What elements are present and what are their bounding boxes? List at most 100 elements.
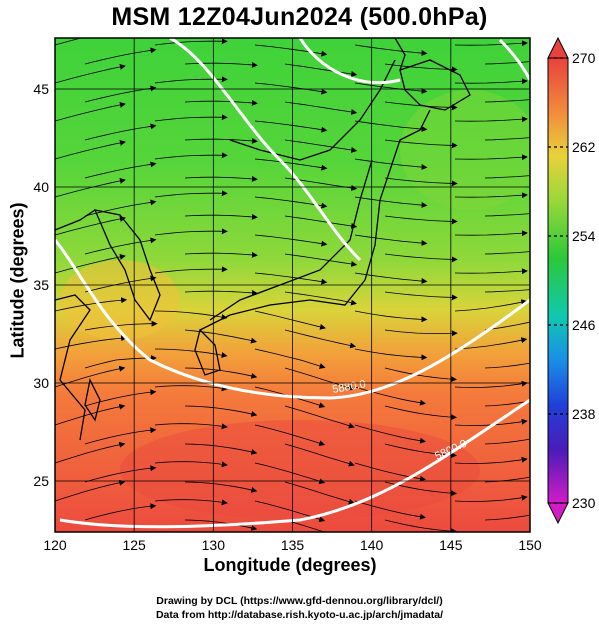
streamline — [354, 348, 428, 361]
streamline — [284, 443, 355, 467]
x-tick-label: 145 — [439, 537, 463, 553]
streamline — [154, 38, 228, 46]
plot-frame — [54, 37, 531, 533]
streamline — [254, 462, 326, 485]
streamline — [55, 63, 126, 84]
colorbar-label: 230 — [572, 495, 596, 511]
streamline — [55, 177, 126, 198]
y-tick-label: 40 — [33, 179, 49, 195]
streamline — [284, 215, 358, 229]
streamline — [154, 152, 228, 160]
streamline — [484, 514, 530, 521]
streamline — [254, 424, 326, 447]
streamline — [184, 443, 258, 455]
streamline — [484, 175, 530, 179]
y-tick-label: 45 — [33, 81, 49, 97]
china-coastline — [55, 209, 96, 441]
streamline — [55, 479, 126, 502]
streamline — [84, 161, 157, 179]
streamline — [55, 297, 128, 312]
streamline — [284, 481, 355, 505]
streamline — [254, 310, 326, 330]
y-axis-label: Latitude (degrees) — [7, 202, 28, 359]
streamline — [354, 82, 428, 95]
streamline — [154, 266, 228, 274]
streamline — [354, 158, 428, 171]
colorbar-label: 262 — [572, 139, 596, 155]
streamline — [55, 38, 83, 46]
y-tick-labels: 25 30 35 40 45 — [33, 81, 49, 489]
colorbar: 270 262 254 246 238 230 — [547, 36, 596, 525]
streamline — [184, 213, 258, 220]
colorbar-max-arrow — [547, 36, 569, 59]
streamline — [154, 190, 228, 198]
contour-5880 — [55, 239, 530, 400]
x-tick-label: 130 — [202, 537, 226, 553]
x-tick-labels: 120 125 130 135 140 145 150 — [43, 537, 542, 553]
streamline — [154, 385, 228, 392]
sakhalin-coastline — [394, 38, 406, 71]
streamline — [484, 137, 530, 141]
streamline — [254, 272, 328, 285]
streamline — [354, 196, 428, 209]
streamline — [484, 438, 530, 445]
streamline — [154, 499, 228, 506]
streamline — [254, 348, 326, 369]
x-axis-label: Longitude (degrees) — [203, 555, 377, 575]
japan-sea-coast — [209, 159, 373, 321]
credit-line-1: Drawing by DCL (https://www.gfd-dennou.o… — [156, 595, 443, 607]
streamline — [284, 519, 326, 532]
streamline — [254, 44, 328, 57]
streamline — [84, 503, 157, 521]
streamline — [454, 494, 528, 502]
streamline — [484, 400, 530, 407]
streamline — [354, 234, 428, 247]
streamline — [284, 329, 357, 349]
streamline — [454, 456, 528, 464]
kyushu-coastline — [194, 328, 221, 376]
x-tick-label: 135 — [281, 537, 305, 553]
streamline — [484, 213, 530, 217]
streamline — [284, 253, 358, 267]
streamline — [284, 101, 358, 115]
coastlines — [55, 38, 471, 441]
streamline — [384, 253, 458, 263]
honshu-coastline — [199, 109, 431, 331]
streamline — [454, 40, 528, 47]
credit-text: Drawing by DCL (https://www.gfd-dennou.o… — [0, 594, 599, 622]
streamline — [454, 299, 528, 312]
streamline — [484, 251, 530, 255]
x-tick-label: 140 — [360, 537, 384, 553]
streamline — [254, 158, 328, 171]
streamline — [184, 405, 258, 417]
streamline — [454, 154, 528, 161]
credit-line-2: Data from http://database.rish.kyoto-u.a… — [155, 609, 444, 621]
streamline — [284, 139, 358, 153]
contour-northeast — [298, 38, 401, 85]
streamline — [484, 99, 530, 103]
streamline — [354, 424, 426, 444]
streamline — [55, 139, 126, 160]
streamline — [354, 462, 426, 482]
hokkaido-coastline — [399, 59, 471, 111]
streamline — [184, 61, 258, 68]
streamline — [184, 481, 258, 493]
streamline — [354, 386, 426, 406]
streamline — [454, 268, 528, 275]
streamline — [354, 44, 428, 57]
colorbar-bar — [547, 57, 569, 504]
streamline — [84, 85, 157, 103]
streamline — [184, 329, 257, 344]
streamline — [354, 120, 428, 133]
taiwan-coastline — [84, 378, 101, 422]
streamline — [354, 500, 426, 520]
lat-lon-grid — [55, 38, 530, 532]
colorbar-min-arrow — [547, 502, 569, 525]
streamline — [84, 123, 157, 141]
korea-coastline — [93, 209, 161, 322]
streamline — [484, 362, 530, 369]
streamline — [55, 335, 128, 350]
x-tick-label: 120 — [43, 537, 67, 553]
x-tick-label: 150 — [518, 537, 542, 553]
streamline — [184, 289, 258, 296]
